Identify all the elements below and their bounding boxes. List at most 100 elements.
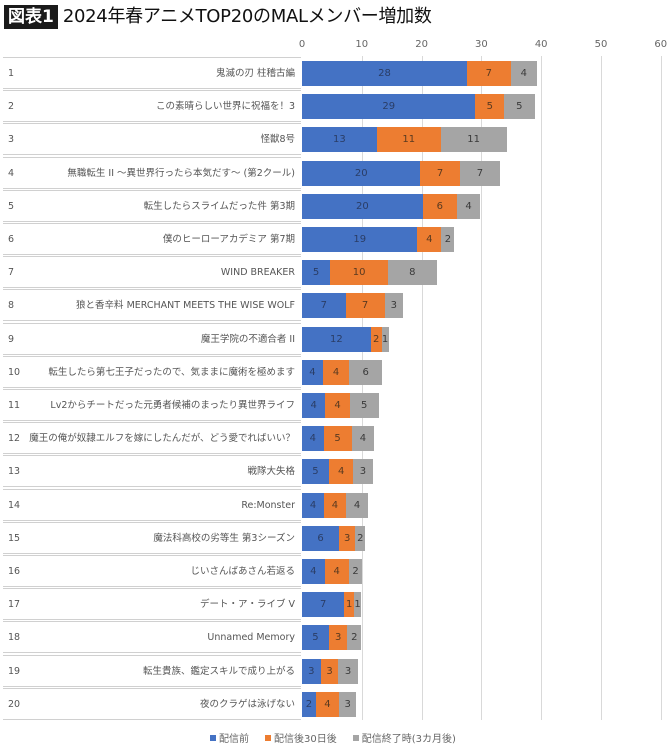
rank-number: 9 (8, 333, 15, 345)
bar-segment-end: 4 (456, 193, 481, 219)
stacked-bar: 28 7 4 (302, 61, 537, 86)
bar-segment-end: 11 (440, 127, 507, 153)
x-axis-tick-label: 50 (594, 39, 608, 50)
category-row: 17 デート・ア・ライブ V (3, 588, 301, 621)
bar-segment-30days: 7 (345, 293, 385, 319)
stacked-bar: 20 7 7 (302, 160, 500, 186)
rank-number: 19 (8, 665, 21, 677)
legend-item-before: 配信前 (210, 730, 249, 745)
rank-number: 16 (8, 566, 21, 577)
bar-segment-30days: 7 (467, 61, 511, 86)
rank-number: 2 (8, 101, 15, 113)
bar-segment-before: 4 (302, 359, 323, 385)
bar-segment-30days: 3 (328, 625, 348, 651)
rank-number: 14 (8, 499, 21, 511)
bar-segment-30days: 4 (417, 227, 442, 252)
category-row: 14 Re:Monster (3, 488, 301, 521)
category-row: 4 無職転生 II ～異世界行ったら本気だす～ (第2クール) (3, 156, 301, 189)
bar-segment-30days: 11 (376, 127, 441, 153)
x-axis-tick-label: 0 (298, 39, 306, 50)
category-row: 19 転生貴族、鑑定スキルで成り上がる (3, 654, 301, 687)
stacked-bar: 19 4 2 (302, 227, 455, 252)
bar-segment-before: 5 (302, 260, 331, 286)
x-axis-tick-label: 60 (654, 39, 668, 50)
bar-segment-before: 4 (302, 393, 326, 418)
stacked-bar: 5 10 8 (302, 260, 437, 286)
anime-title: 僕のヒーローアカデミア 第7期 (162, 234, 295, 245)
rank-number: 8 (8, 300, 15, 312)
bar-segment-end: 3 (338, 658, 358, 684)
bar-segment-end: 3 (339, 691, 357, 717)
bar-segment-30days: 4 (324, 492, 346, 518)
bar-segment-30days: 6 (422, 193, 457, 219)
bar-segment-end: 1 (354, 592, 362, 618)
x-axis-tick-label: 20 (415, 39, 428, 50)
anime-title: 戦隊大失格 (247, 466, 295, 478)
rank-number: 20 (8, 698, 21, 710)
anime-title: 狼と香辛料 MERCHANT MEETS THE WISE WOLF (76, 300, 295, 312)
gridline (601, 56, 602, 720)
gridline (362, 56, 363, 720)
bar-segment-before: 28 (302, 61, 468, 86)
legend-label: 配信前 (219, 734, 249, 745)
bar-segment-end: 5 (349, 393, 379, 418)
bar-segment-end: 2 (441, 227, 455, 252)
legend-item-end: 配信終了時(3カ月後) (352, 730, 456, 745)
rank-number: 17 (8, 599, 21, 611)
anime-title: 怪獣8号 (260, 134, 295, 146)
anime-title: 無職転生 II ～異世界行ったら本気だす～ (第2クール) (67, 167, 295, 179)
bar-segment-before: 7 (302, 293, 346, 319)
rank-number: 11 (8, 400, 21, 411)
anime-title: Re:Monster (241, 499, 295, 511)
bar-segment-end: 4 (345, 492, 369, 518)
category-row: 16 じいさんばあさん若返る (3, 555, 301, 587)
title-text: 2024年春アニメTOP20のMALメンバー増加数 (62, 6, 432, 27)
stacked-bar: 20 6 4 (302, 193, 481, 219)
bar-segment-end: 7 (459, 160, 500, 186)
bar-segment-before: 20 (302, 193, 423, 219)
legend-swatch-blue-icon (210, 734, 216, 741)
x-axis-tick-label: 10 (355, 39, 369, 50)
gridline (541, 56, 542, 720)
x-axis-tick-label: 30 (475, 39, 488, 50)
bar-segment-30days: 4 (328, 459, 354, 485)
bar-segment-end: 3 (353, 459, 373, 485)
bar-segment-end: 4 (351, 426, 375, 452)
rank-number: 3 (8, 134, 15, 146)
bar-segment-end: 4 (510, 61, 537, 86)
bar-segment-before: 5 (302, 625, 329, 651)
legend-swatch-orange-icon (265, 734, 271, 741)
bar-segment-30days: 2 (370, 326, 382, 352)
bar-segment-end: 6 (349, 359, 383, 385)
anime-title: じいさんばあさん若返る (190, 566, 295, 577)
category-row: 10 転生したら第七王子だったので、気ままに魔術を極めます (3, 355, 301, 388)
category-row: 3 怪獣8号 (3, 123, 301, 156)
anime-title: 転生貴族、鑑定スキルで成り上がる (142, 665, 295, 677)
category-row: 15 魔法科高校の劣等生 第3シーズン (3, 521, 301, 554)
anime-title: 魔王の俺が奴隷エルフを嫁にしたんだが、どう愛でればいい？ (29, 433, 295, 445)
category-row: 12 魔王の俺が奴隷エルフを嫁にしたんだが、どう愛でればいい？ (3, 422, 301, 455)
legend-label: 配信終了時(3カ月後) (361, 734, 456, 745)
category-row: 9 魔王学院の不適合者 II (3, 322, 301, 355)
anime-title: 転生したら第七王子だったので、気ままに魔術を極めます (48, 366, 295, 378)
bar-segment-30days: 3 (320, 658, 339, 684)
anime-title: 魔王学院の不適合者 II (200, 333, 295, 345)
bar-segment-before: 2 (302, 691, 316, 717)
anime-title: 鬼滅の刃 柱稽古編 (215, 68, 295, 79)
legend: 配信前 配信後30日後 配信終了時(3カ月後) (210, 730, 456, 745)
rank-number: 1 (8, 68, 15, 79)
bar-segment-before: 6 (302, 525, 340, 551)
category-row: 8 狼と香辛料 MERCHANT MEETS THE WISE WOLF (3, 289, 301, 322)
bar-segment-end: 3 (384, 293, 404, 319)
bar-segment-before: 4 (302, 492, 325, 518)
category-row: 18 Unnamed Memory (3, 621, 301, 654)
category-row: 1 鬼滅の刃 柱稽古編 (3, 57, 301, 89)
bar-segment-30days: 10 (330, 260, 389, 286)
